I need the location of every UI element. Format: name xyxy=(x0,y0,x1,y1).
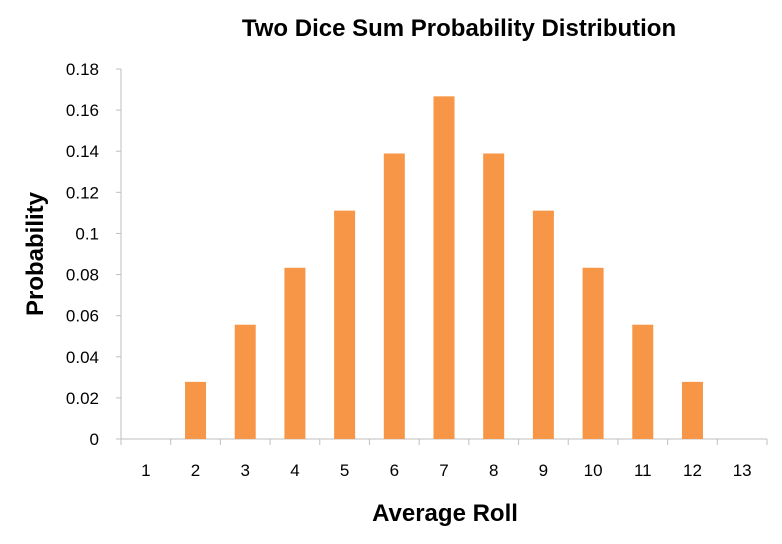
y-tick-label: 0 xyxy=(90,430,99,449)
x-tick-label: 13 xyxy=(733,461,752,480)
x-tick-label: 4 xyxy=(290,461,299,480)
bar-10 xyxy=(582,267,604,439)
x-tick-label: 9 xyxy=(539,461,548,480)
bar-12 xyxy=(681,381,703,439)
y-tick-label: 0.12 xyxy=(66,183,99,202)
y-tick-label: 0.18 xyxy=(66,60,99,79)
x-tick-label: 10 xyxy=(584,461,603,480)
x-tick-label: 1 xyxy=(141,461,150,480)
bar-9 xyxy=(532,210,554,439)
y-axis-title: Probability xyxy=(22,191,49,316)
x-tick-label: 7 xyxy=(439,461,448,480)
x-tick-label: 12 xyxy=(683,461,702,480)
y-tick-label: 0.08 xyxy=(66,266,99,285)
y-tick-label: 0.16 xyxy=(66,101,99,120)
y-tick-label: 0.04 xyxy=(66,348,99,367)
y-tick-label: 0.1 xyxy=(75,224,99,243)
bar-11 xyxy=(632,324,654,439)
bar-3 xyxy=(234,324,256,439)
bars xyxy=(185,96,703,439)
x-tick-label: 6 xyxy=(390,461,399,480)
bar-7 xyxy=(433,96,455,439)
bar-4 xyxy=(284,267,306,439)
x-axis: 1 2 3 4 5 6 7 8 9 10 11 12 13 xyxy=(120,438,768,480)
chart-title: Two Dice Sum Probability Distribution xyxy=(242,15,676,42)
x-tick-label: 5 xyxy=(340,461,349,480)
bar-8 xyxy=(483,153,505,439)
x-tick-label: 8 xyxy=(489,461,498,480)
x-axis-title: Average Roll xyxy=(372,500,518,527)
x-tick-label: 3 xyxy=(240,461,249,480)
y-tick-label: 0.06 xyxy=(66,307,99,326)
y-axis: 0 0.02 0.04 0.06 0.08 0.1 0.12 0.14 0.16 0.18 xyxy=(66,60,122,449)
bar-2 xyxy=(185,381,207,439)
x-tick-label: 2 xyxy=(191,461,200,480)
x-tick-label: 11 xyxy=(634,461,652,480)
y-tick-label: 0.14 xyxy=(66,142,99,161)
bar-5 xyxy=(334,210,356,439)
bar-6 xyxy=(383,153,405,439)
y-tick-label: 0.02 xyxy=(66,389,99,408)
